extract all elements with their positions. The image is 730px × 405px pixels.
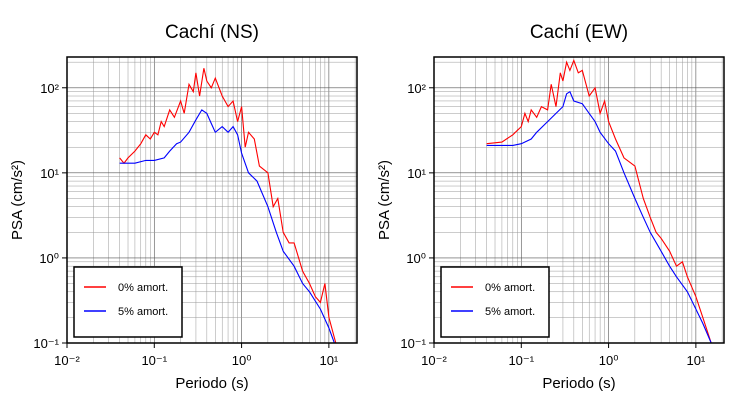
y-tick-label: 10¹ bbox=[40, 166, 59, 181]
x-tick-label: 10⁰ bbox=[232, 353, 252, 368]
x-tick-label: 10⁻¹ bbox=[508, 353, 534, 368]
legend-label: 0% amort. bbox=[118, 282, 168, 294]
series-line bbox=[486, 90, 712, 343]
legend-label: 0% amort. bbox=[485, 282, 535, 294]
x-tick-label: 10¹ bbox=[686, 353, 705, 368]
series-line bbox=[119, 109, 335, 343]
x-tick-label: 10⁰ bbox=[599, 353, 619, 368]
panel: Cachí (EW) 10⁻² 10⁻¹ 10⁰ 10¹ 10⁻¹ 10⁰ 10¹ 10² Per… bbox=[376, 22, 725, 392]
x-tick-label: 10¹ bbox=[319, 353, 338, 368]
legend-label: 5% amort. bbox=[485, 306, 535, 318]
y-tick-label: 10⁰ bbox=[39, 251, 59, 266]
series-line bbox=[119, 68, 337, 343]
y-tick-label: 10⁰ bbox=[406, 251, 426, 266]
y-tick-label: 10² bbox=[407, 81, 426, 96]
y-tick-label: 10⁻¹ bbox=[33, 336, 59, 351]
plot-frame bbox=[66, 56, 358, 344]
series-line bbox=[486, 58, 712, 343]
legend-box bbox=[73, 266, 183, 338]
y-tick-label: 10¹ bbox=[407, 166, 426, 181]
x-tick-label: 10⁻² bbox=[54, 353, 80, 368]
plot-frame bbox=[433, 56, 725, 344]
chart-title: Cachí (EW) bbox=[530, 22, 628, 43]
y-tick-label: 10² bbox=[40, 81, 59, 96]
y-tick-label: 10⁻¹ bbox=[400, 336, 426, 351]
x-axis-label: Periodo (s) bbox=[542, 375, 615, 392]
y-axis-label: PSA (cm/s²) bbox=[376, 160, 393, 240]
x-axis-label: Periodo (s) bbox=[175, 375, 248, 392]
legend-box bbox=[440, 266, 550, 338]
y-axis-label: PSA (cm/s²) bbox=[9, 160, 26, 240]
chart-title: Cachí (NS) bbox=[165, 22, 259, 43]
x-tick-label: 10⁻² bbox=[421, 353, 447, 368]
x-tick-label: 10⁻¹ bbox=[141, 353, 167, 368]
legend-label: 5% amort. bbox=[118, 306, 168, 318]
panel: Cachí (NS) 10⁻² 10⁻¹ 10⁰ 10¹ 10⁻¹ 10⁰ 10¹ 10² Per… bbox=[9, 22, 358, 392]
